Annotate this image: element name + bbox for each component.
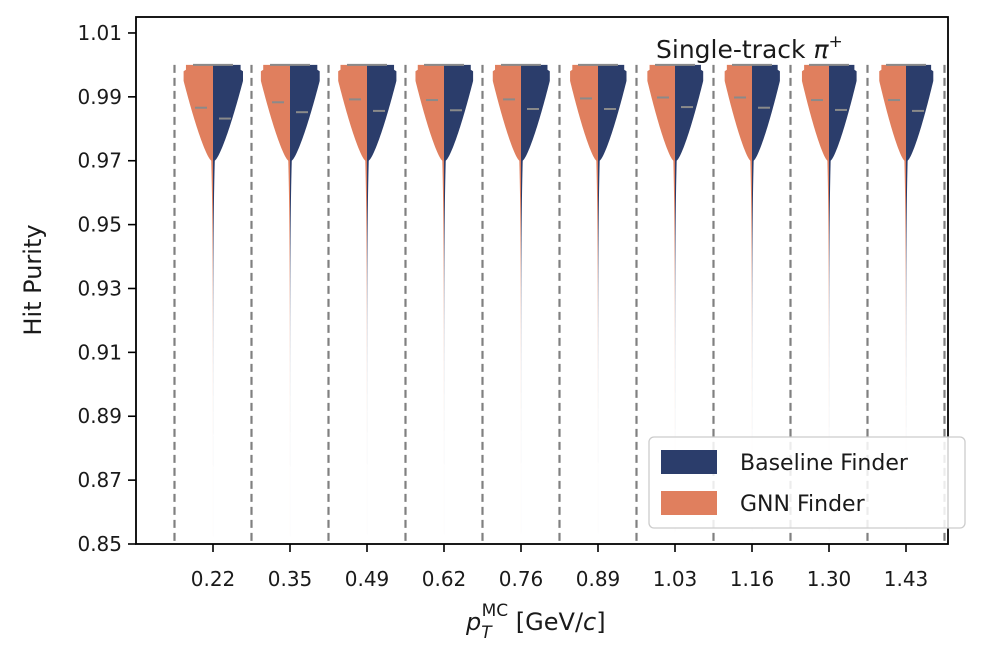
y-tick-label-0.95: 0.95 xyxy=(77,213,122,237)
legend: Baseline Finder GNN Finder xyxy=(648,436,966,529)
gnn-violin-0.76 xyxy=(492,64,521,544)
baseline-violin-0.76 xyxy=(521,64,550,544)
x-axis-title: pTMC [GeV/c] xyxy=(465,601,606,643)
x-title-sup: MC xyxy=(482,601,509,621)
baseline-violin-1.30 xyxy=(829,64,857,544)
baseline-violin-1.03 xyxy=(675,64,704,544)
x-axis: 0.22 0.35 0.49 0.62 0.76 0.89 1.03 1.16 1.30 1.43 xyxy=(191,544,929,591)
y-tick-label-0.85: 0.85 xyxy=(77,532,122,556)
legend-frame xyxy=(648,436,966,529)
y-tick-label-0.87: 0.87 xyxy=(77,468,122,492)
x-tick-label-0.76: 0.76 xyxy=(499,567,544,591)
y-tick-label-1.01: 1.01 xyxy=(77,21,122,45)
gnn-violin-1.16 xyxy=(724,64,752,544)
annotation-label: Single-track π+ xyxy=(656,32,843,64)
y-tick-label-0.91: 0.91 xyxy=(77,340,122,364)
x-title-unit-close: ] xyxy=(596,608,605,636)
legend-swatch-baseline xyxy=(661,450,717,474)
y-tick-label-0.99: 0.99 xyxy=(77,85,122,109)
x-tick-label-1.30: 1.30 xyxy=(807,567,852,591)
annotation-text: Single-track xyxy=(656,35,813,64)
x-tick-label-1.16: 1.16 xyxy=(730,567,775,591)
y-axis-title: Hit Purity xyxy=(19,224,47,335)
baseline-violin-0.49 xyxy=(367,64,397,544)
y-tick-label-0.89: 0.89 xyxy=(77,404,122,428)
baseline-violin-0.22 xyxy=(213,64,243,544)
annotation-superscript: + xyxy=(829,32,843,52)
gnn-violin-1.03 xyxy=(647,64,675,544)
baseline-violin-0.62 xyxy=(444,64,474,544)
gnn-violin-0.62 xyxy=(415,64,444,544)
baseline-violin-0.35 xyxy=(290,64,320,544)
violins-layer xyxy=(183,63,934,544)
x-tick-label-0.89: 0.89 xyxy=(576,567,621,591)
legend-swatch-gnn xyxy=(661,491,717,515)
gnn-violin-0.22 xyxy=(183,64,213,544)
x-title-sub: T xyxy=(481,623,493,643)
x-title-unit-var: c xyxy=(583,608,596,636)
category-separators xyxy=(173,64,946,544)
x-tick-label-0.22: 0.22 xyxy=(191,567,236,591)
x-tick-label-0.49: 0.49 xyxy=(345,567,390,591)
x-tick-label-1.03: 1.03 xyxy=(653,567,698,591)
gnn-violin-1.30 xyxy=(801,64,829,544)
annotation-symbol: π xyxy=(813,35,829,64)
x-tick-label-1.43: 1.43 xyxy=(884,567,929,591)
gnn-violin-0.89 xyxy=(570,64,598,544)
y-tick-label-0.97: 0.97 xyxy=(77,149,122,173)
x-tick-label-0.35: 0.35 xyxy=(268,567,313,591)
x-tick-label-0.62: 0.62 xyxy=(422,567,467,591)
legend-label-baseline: Baseline Finder xyxy=(740,451,909,476)
gnn-violin-1.43 xyxy=(879,64,906,544)
gnn-violin-0.49 xyxy=(338,64,367,544)
x-title-main: p xyxy=(465,608,481,636)
baseline-violin-1.16 xyxy=(752,64,780,544)
baseline-violin-1.43 xyxy=(906,64,934,544)
plot-frame xyxy=(135,16,949,545)
gnn-violin-0.35 xyxy=(260,64,290,544)
legend-label-gnn: GNN Finder xyxy=(740,492,866,517)
baseline-violin-0.89 xyxy=(598,64,627,544)
x-title-unit-open: [GeV/ xyxy=(508,608,584,636)
y-axis: 0.85 0.87 0.89 0.91 0.93 0.95 0.97 0.99 1.01 xyxy=(77,21,136,556)
y-tick-label-0.93: 0.93 xyxy=(77,276,122,300)
